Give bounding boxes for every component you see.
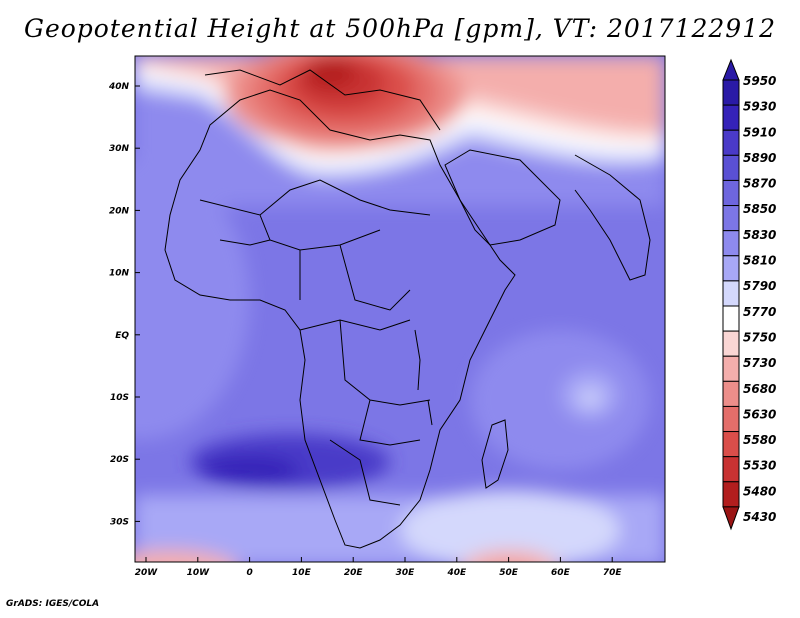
lat-tick-label: 20S	[110, 455, 129, 465]
india-coastline	[574, 154, 651, 281]
colorbar-label: 5770	[743, 305, 776, 319]
colorbar-segment	[722, 255, 740, 282]
colorbar-segment	[722, 280, 740, 307]
central-borders	[299, 319, 431, 506]
colorbar-label: 5810	[743, 254, 776, 268]
colorbar-segment	[722, 405, 740, 433]
east-africa-lakes	[414, 329, 433, 426]
lat-tick-label: 40N	[108, 82, 130, 92]
grads-credit: GrADS: IGES/COLA	[6, 599, 100, 609]
colorbar-label: 5580	[743, 433, 776, 447]
lon-tick-label: 20E	[344, 568, 364, 578]
colorbar-segment	[722, 179, 740, 207]
chart-title: Geopotential Height at 500hPa [gpm], VT:…	[23, 14, 777, 43]
colorbar-label: 5830	[743, 228, 776, 242]
colorbar-label: 5530	[743, 459, 776, 473]
sahara-borders	[199, 179, 431, 311]
colorbar-segment	[722, 230, 740, 257]
colorbar-segment	[722, 79, 740, 106]
lon-tick-label: 20W	[135, 568, 159, 578]
height-field-contours	[135, 56, 665, 562]
colorbar-segment	[722, 481, 740, 508]
colorbar-segment	[722, 431, 740, 458]
colorbar-segment	[722, 456, 740, 483]
colorbar-segment	[722, 355, 740, 382]
colorbar-label: 5950	[743, 74, 776, 88]
africa-coastline	[164, 89, 516, 549]
colorbar-label: 5730	[743, 356, 776, 370]
colorbar-segment	[722, 305, 740, 332]
lon-tick-label: 0	[246, 568, 252, 578]
lon-tick-label: 50E	[499, 568, 519, 578]
lon-tick-label: 40E	[446, 568, 467, 578]
lon-tick-label: 60E	[551, 568, 571, 578]
colorbar-segment	[722, 129, 740, 156]
lon-tick-label: 10E	[292, 568, 312, 578]
colorbar-label: 5890	[743, 151, 776, 165]
map-plot-area	[135, 56, 665, 562]
mediterranean-north	[204, 69, 441, 131]
lat-tick-label: 10S	[110, 393, 129, 403]
axis-ticks: 20W 10W 0 10E 20E 30E 40E 50E 60E 70E 40N 30N 20N 10N…	[108, 82, 622, 578]
lat-tick-label: 30N	[109, 144, 130, 154]
lon-tick-label: 70E	[603, 568, 623, 578]
lon-tick-label: 30E	[396, 568, 416, 578]
map-frame	[134, 55, 666, 563]
arabia-coastline	[444, 149, 561, 246]
colorbar-segment	[722, 154, 740, 181]
colorbar-label: 5750	[743, 330, 776, 344]
colorbar-label: 5870	[743, 177, 776, 191]
colorbar-bottom-arrow	[722, 506, 740, 531]
colorbar-label: 5850	[743, 202, 776, 216]
colorbar-segment	[722, 380, 740, 407]
colorbar-label: 5480	[743, 484, 776, 498]
lat-tick-label: 20N	[109, 206, 130, 216]
lat-tick-label: 30S	[110, 517, 129, 527]
madagascar-coastline	[481, 419, 509, 489]
colorbar-label: 5790	[743, 279, 776, 293]
colorbar-segment	[722, 104, 740, 131]
colorbar-label: 5680	[743, 382, 776, 396]
colorbar-top-arrow	[722, 58, 740, 81]
coastlines	[164, 69, 651, 549]
colorbar: 5950 5930 5910 5890 5870 5850 5830 5810 5790 5770…	[722, 58, 776, 531]
lat-tick-label: EQ	[115, 331, 129, 341]
colorbar-label: 5430	[743, 510, 776, 524]
colorbar-label: 5910	[743, 125, 776, 139]
lon-tick-label: 10W	[187, 568, 211, 578]
lat-tick-label: 10N	[109, 269, 130, 279]
colorbar-label: 5630	[743, 407, 776, 421]
colorbar-segment	[722, 330, 740, 357]
colorbar-label: 5930	[743, 100, 776, 114]
colorbar-segment	[722, 205, 740, 232]
